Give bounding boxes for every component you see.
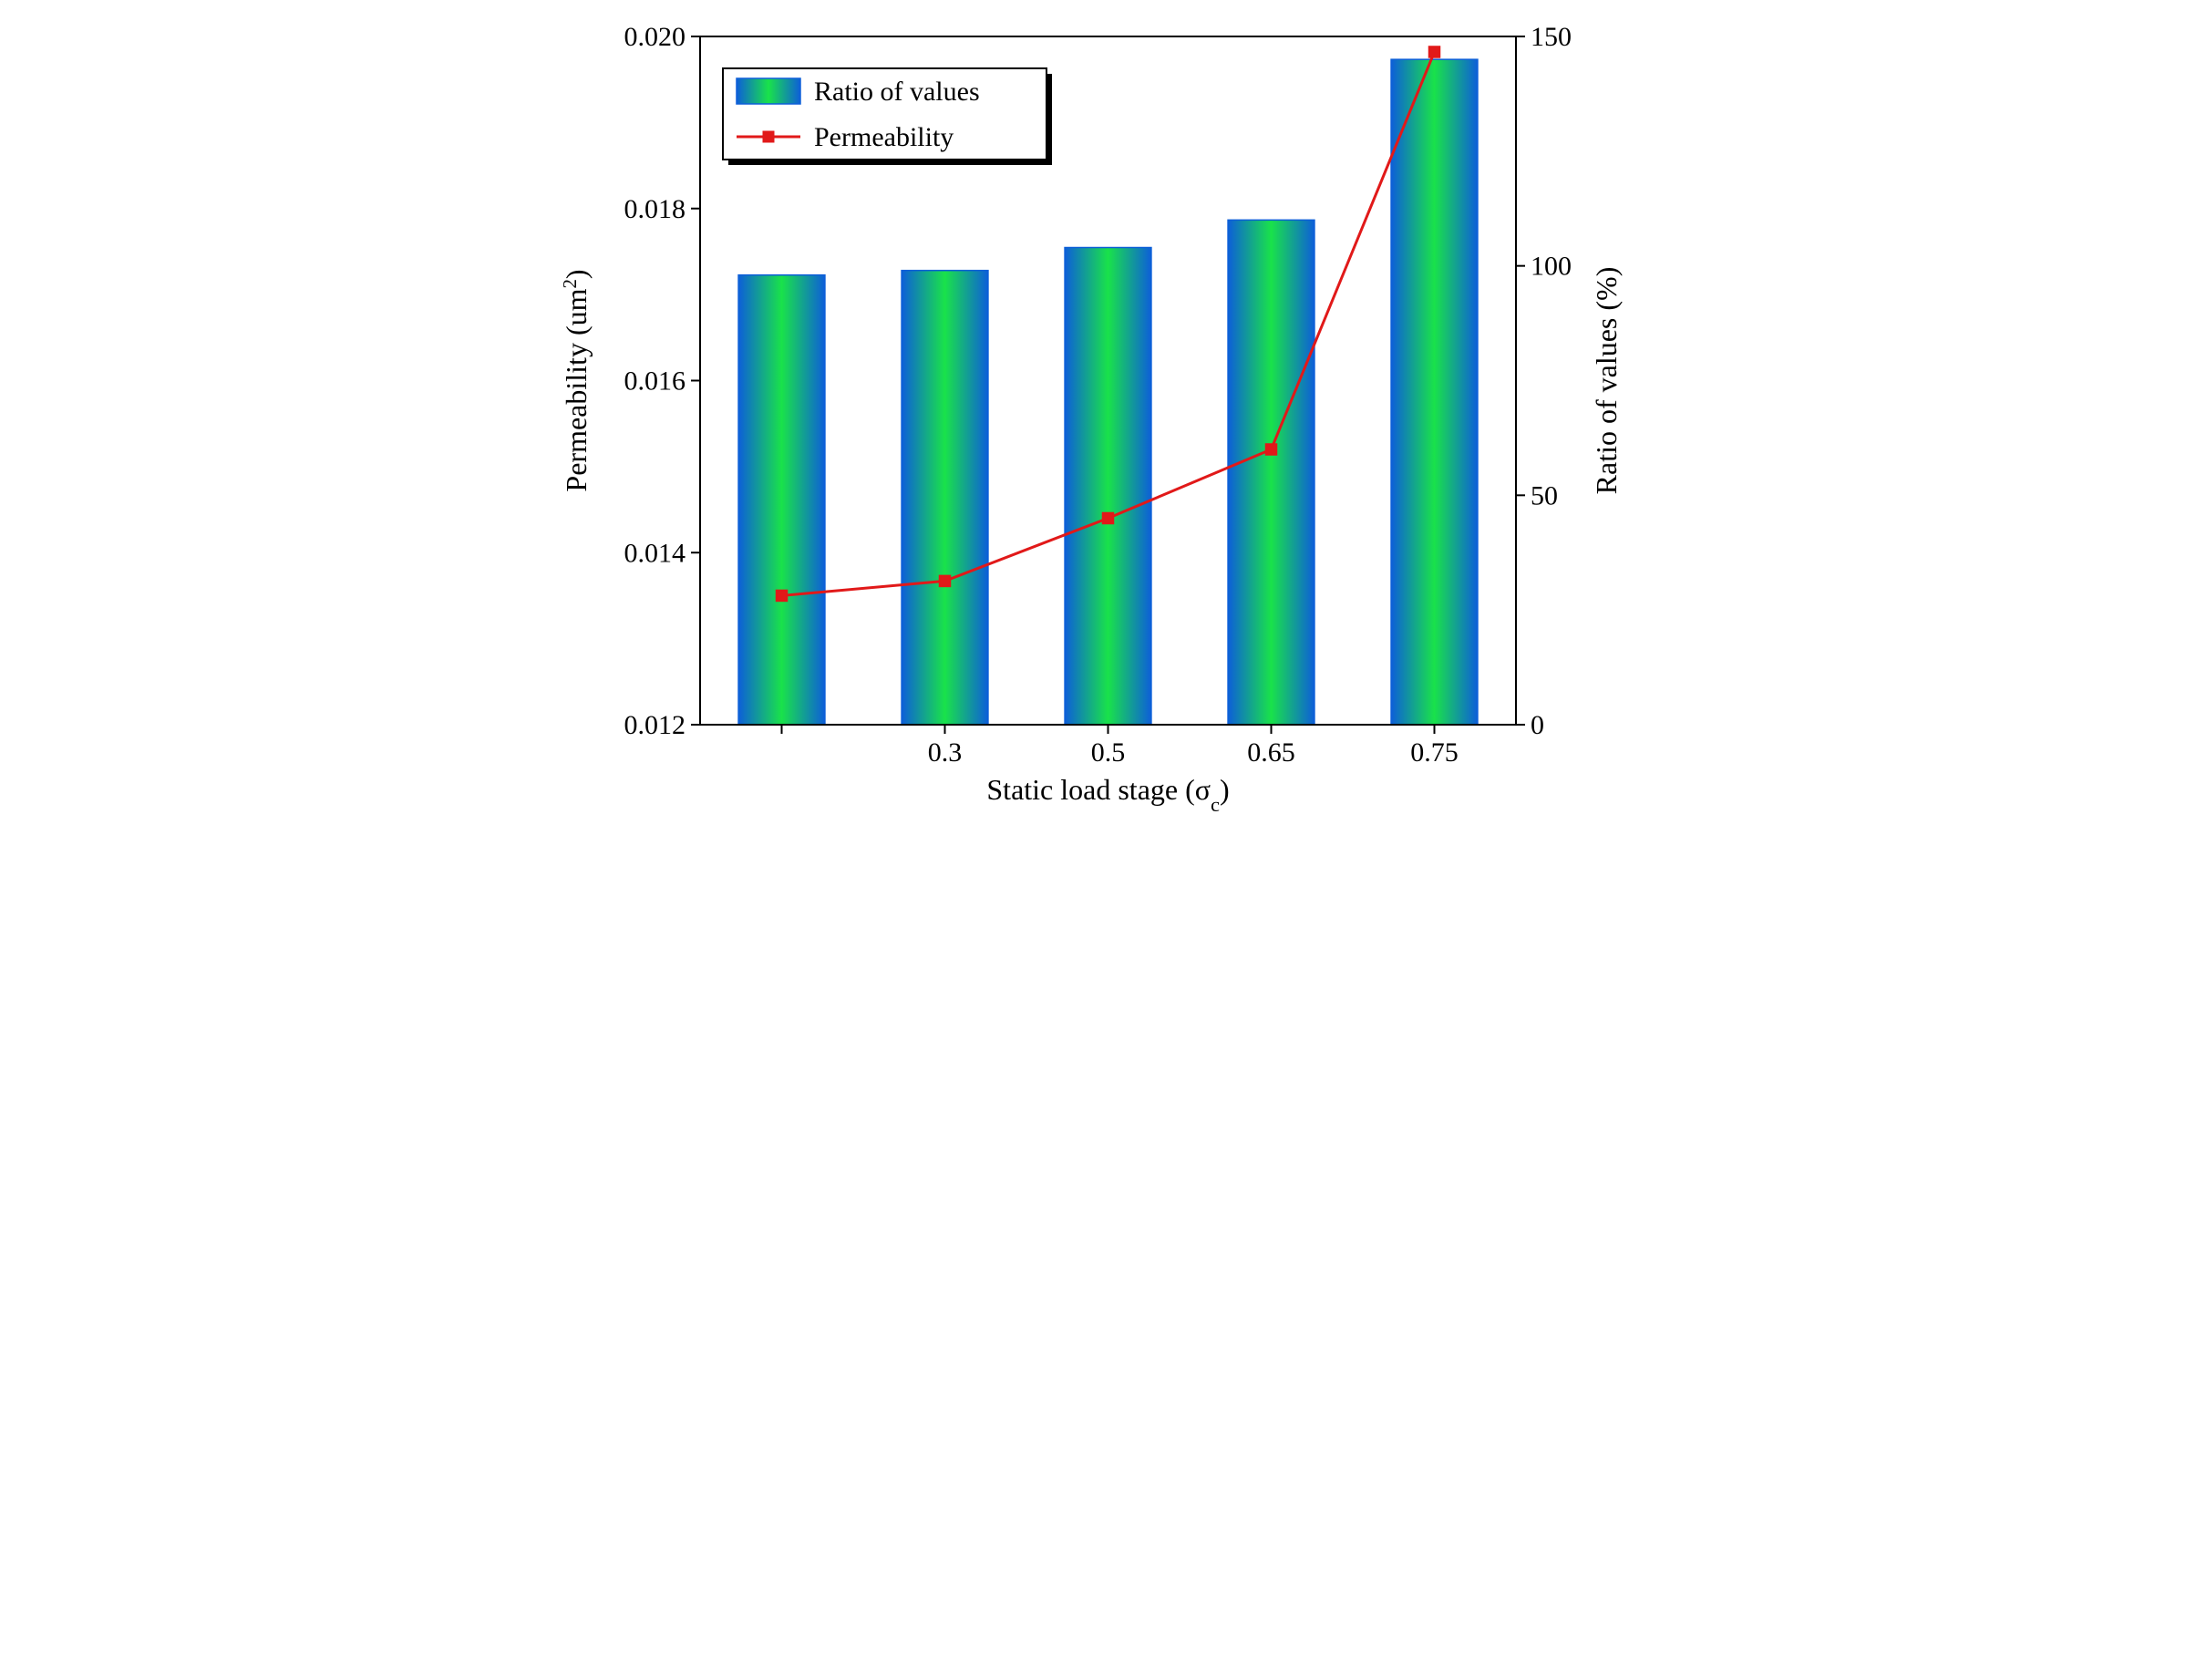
- y-left-axis-label: Permeability (um2): [559, 269, 593, 491]
- legend-swatch-bar: [737, 78, 800, 104]
- bar: [738, 275, 825, 725]
- bar: [1391, 59, 1478, 725]
- line-marker: [1428, 46, 1439, 57]
- x-tick-label: 0.75: [1410, 737, 1459, 768]
- x-axis-label: Static load stage (σc): [986, 773, 1229, 816]
- y-right-axis-label: Ratio of values (%): [1590, 267, 1623, 495]
- y-right-tick-label: 100: [1531, 252, 1572, 282]
- bar: [902, 271, 988, 725]
- bar: [1065, 248, 1151, 725]
- y-right-tick-label: 50: [1531, 480, 1558, 510]
- x-tick-label: 0.65: [1247, 737, 1295, 768]
- legend-swatch-marker: [763, 131, 774, 142]
- y-left-tick-label: 0.014: [624, 538, 686, 568]
- line-marker: [1102, 513, 1113, 524]
- line-marker: [776, 590, 787, 601]
- line-marker: [939, 575, 950, 586]
- chart-container: 0.012 0.014 0.016 0.018 0.020 0 50 100 150 0.3 0.5…: [550, 0, 1647, 840]
- x-tick-label: 0.3: [927, 737, 962, 768]
- x-tick-label: 0.5: [1090, 737, 1125, 768]
- y-left-tick-label: 0.018: [624, 194, 686, 224]
- bar: [1228, 220, 1315, 725]
- chart-svg: 0.012 0.014 0.016 0.018 0.020 0 50 100 150 0.3 0.5…: [550, 0, 1647, 840]
- y-left-tick-label: 0.012: [624, 710, 686, 740]
- y-right-tick-label: 0: [1531, 710, 1544, 740]
- y-right-tick-label: 150: [1531, 22, 1572, 52]
- legend-label: Ratio of values: [814, 77, 980, 107]
- y-left-tick-label: 0.016: [624, 366, 686, 397]
- line-marker: [1265, 444, 1276, 455]
- legend-label: Permeability: [814, 122, 954, 152]
- y-left-tick-label: 0.020: [624, 22, 686, 52]
